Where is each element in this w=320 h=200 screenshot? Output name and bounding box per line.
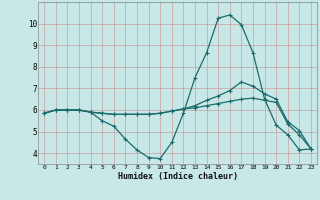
X-axis label: Humidex (Indice chaleur): Humidex (Indice chaleur) [118, 172, 238, 181]
